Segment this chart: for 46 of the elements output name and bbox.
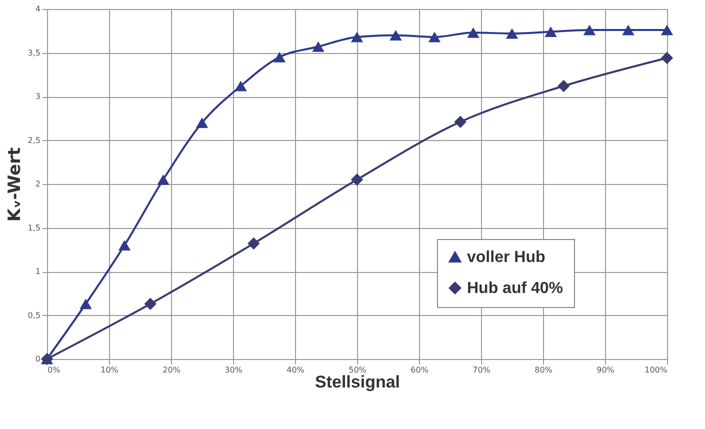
point: [157, 174, 170, 185]
y-tick-label: 3: [35, 92, 40, 101]
x-tick-label: 80%: [534, 366, 553, 374]
point: [583, 24, 596, 36]
x-tick-label: 70%: [472, 366, 491, 374]
y-tick-label: 0: [35, 354, 40, 364]
point: [80, 298, 92, 310]
x-tick-label: 90%: [596, 366, 615, 374]
x-tick-label: 30%: [224, 366, 243, 374]
y-tick-label: 1: [35, 267, 40, 276]
point: [350, 174, 364, 186]
y-tick-label: 2: [35, 180, 40, 188]
x-tick-label: 40%: [286, 366, 305, 374]
point: [390, 30, 402, 41]
x-tick-label: 50%: [348, 366, 367, 374]
point: [196, 117, 208, 128]
point: [454, 116, 466, 128]
point: [506, 28, 518, 39]
point: [144, 298, 156, 310]
point: [660, 52, 674, 64]
y-tick-label: 3,5: [28, 48, 40, 58]
x-axis-title: Stellsignal: [314, 372, 400, 392]
y-tick-label: 0,5: [28, 310, 40, 320]
point: [558, 80, 570, 92]
point: [467, 27, 480, 38]
point: [234, 80, 247, 92]
y-tick-label: 4: [35, 4, 40, 14]
legend-label: voller Hub: [467, 249, 546, 266]
point: [118, 240, 131, 251]
point: [350, 32, 364, 42]
y-tick-label: 1,5: [28, 223, 40, 232]
y-axis-title: Kᵥ-Wert: [4, 147, 25, 222]
point: [248, 237, 260, 250]
point: [428, 32, 441, 42]
x-tick-label: 60%: [410, 366, 429, 374]
point: [273, 52, 286, 62]
x-tick-label: 0%: [48, 366, 61, 374]
legend-label: Hub auf 40%: [467, 280, 564, 297]
x-tick-label: 100%: [644, 366, 668, 374]
x-tick-label: 10%: [100, 366, 119, 374]
y-tick-label: 2,5: [28, 136, 40, 145]
point: [660, 24, 674, 36]
x-tick-label: 20%: [162, 366, 181, 374]
point: [622, 24, 634, 36]
point: [544, 26, 557, 38]
point: [312, 41, 324, 52]
